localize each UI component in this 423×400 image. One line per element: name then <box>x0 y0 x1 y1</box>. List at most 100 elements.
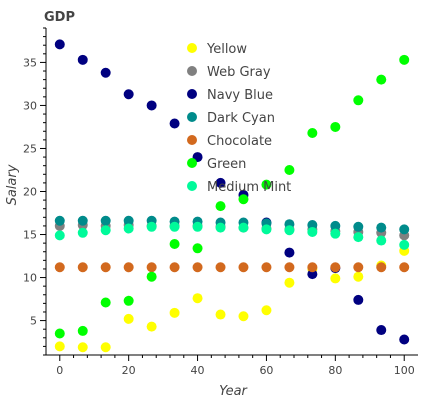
legend-label: Navy Blue <box>207 88 273 103</box>
data-point <box>147 100 157 110</box>
data-point <box>55 328 65 338</box>
data-point <box>170 119 180 129</box>
data-point <box>101 68 111 78</box>
data-point <box>78 326 88 336</box>
data-point <box>376 236 386 246</box>
data-point <box>78 228 88 238</box>
data-point <box>261 262 271 272</box>
data-point <box>124 314 134 324</box>
data-point <box>78 262 88 272</box>
data-point <box>193 243 203 253</box>
data-point <box>170 308 180 318</box>
data-point <box>353 262 363 272</box>
legend-marker <box>187 112 197 122</box>
data-point <box>216 223 226 233</box>
data-point <box>238 262 248 272</box>
x-tick-label: 20 <box>122 364 136 377</box>
data-point <box>399 262 409 272</box>
data-point <box>216 262 226 272</box>
data-point <box>353 95 363 105</box>
data-point <box>193 293 203 303</box>
data-point <box>307 262 317 272</box>
data-point <box>238 194 248 204</box>
data-point <box>124 262 134 272</box>
data-point <box>124 296 134 306</box>
data-point <box>170 222 180 232</box>
legend-label: Web Gray <box>207 65 271 80</box>
data-point <box>78 216 88 226</box>
data-point <box>376 325 386 335</box>
legend-marker <box>187 181 197 191</box>
data-point <box>330 122 340 132</box>
y-tick-label: 25 <box>23 142 37 155</box>
legend-marker <box>187 135 197 145</box>
legend-marker <box>187 158 197 168</box>
data-point <box>353 272 363 282</box>
legend-label: Green <box>207 157 246 172</box>
y-tick-label: 5 <box>30 315 37 328</box>
data-point <box>170 239 180 249</box>
legend-label: Yellow <box>206 42 247 57</box>
data-point <box>101 298 111 308</box>
data-point <box>399 335 409 345</box>
data-point <box>101 216 111 226</box>
data-point <box>284 165 294 175</box>
legend-label: Dark Cyan <box>207 111 275 126</box>
data-point <box>330 262 340 272</box>
y-tick-label: 10 <box>23 272 37 285</box>
data-point <box>284 225 294 235</box>
data-point <box>147 272 157 282</box>
data-point <box>307 227 317 237</box>
x-tick-label: 80 <box>328 364 342 377</box>
data-point <box>399 55 409 65</box>
data-point <box>101 225 111 235</box>
data-point <box>261 305 271 315</box>
data-points <box>55 39 409 352</box>
y-axis-label: Salary <box>5 164 20 205</box>
data-point <box>284 262 294 272</box>
x-tick-label: 60 <box>259 364 273 377</box>
legend-marker <box>187 66 197 76</box>
data-point <box>376 223 386 233</box>
data-point <box>124 224 134 234</box>
data-point <box>147 322 157 332</box>
y-tick-label: 30 <box>23 99 37 112</box>
x-axis-label: Year <box>219 384 248 399</box>
data-point <box>55 341 65 351</box>
data-point <box>55 262 65 272</box>
data-point <box>55 230 65 240</box>
data-point <box>353 232 363 242</box>
data-point <box>353 222 363 232</box>
data-point <box>376 75 386 85</box>
y-tick-label: 20 <box>23 186 37 199</box>
chart-title: GDP <box>44 10 75 25</box>
data-point <box>78 342 88 352</box>
data-point <box>193 262 203 272</box>
legend-marker <box>187 43 197 53</box>
data-point <box>330 273 340 283</box>
x-tick-label: 0 <box>56 364 63 377</box>
data-point <box>101 342 111 352</box>
legend: Yellow Web Gray Navy Blue Dark Cyan Chocolat… <box>187 42 291 195</box>
data-point <box>330 229 340 239</box>
data-point <box>238 223 248 233</box>
data-point <box>353 295 363 305</box>
data-point <box>124 89 134 99</box>
data-point <box>261 224 271 234</box>
data-point <box>170 262 180 272</box>
y-tick-label: 35 <box>23 56 37 69</box>
legend-label: Chocolate <box>207 134 272 149</box>
data-point <box>376 262 386 272</box>
data-point <box>55 39 65 49</box>
legend-marker <box>187 89 197 99</box>
legend-label: Medium Mint <box>207 180 291 195</box>
data-point <box>216 310 226 320</box>
y-tick-label: 15 <box>23 229 37 242</box>
series-chocolate <box>55 262 409 272</box>
data-point <box>101 262 111 272</box>
data-point <box>399 240 409 250</box>
data-point <box>399 224 409 234</box>
data-point <box>147 262 157 272</box>
data-point <box>55 216 65 226</box>
